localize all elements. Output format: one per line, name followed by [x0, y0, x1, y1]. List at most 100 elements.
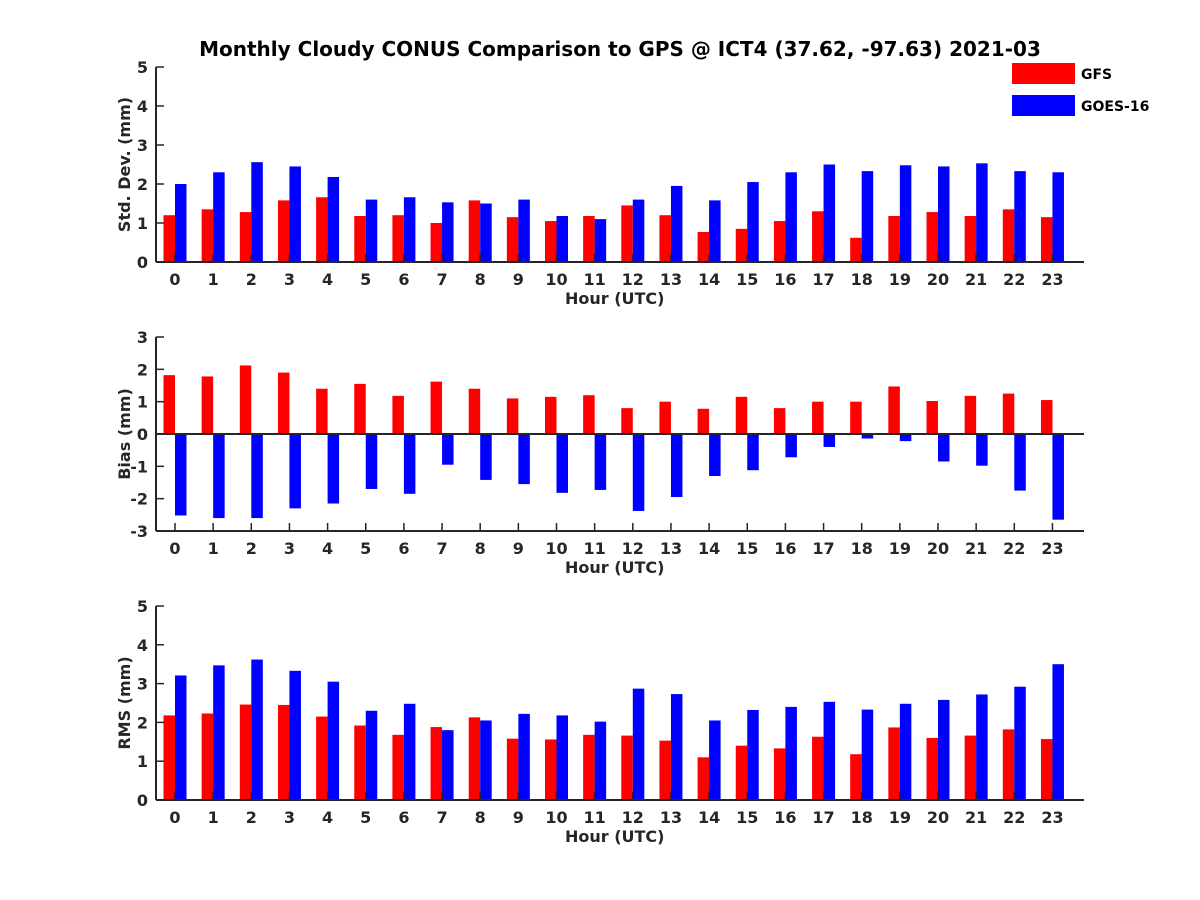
bias-y-tick-label: -3 [130, 522, 148, 541]
bias-bar-gfs-11 [583, 395, 595, 434]
bias-bar-goes16-6 [403, 434, 416, 494]
rms-x-tick-label: 20 [927, 808, 949, 827]
bias-x-tick-label: 17 [812, 539, 834, 558]
bias-x-tick-label: 21 [965, 539, 987, 558]
rms-bar-goes16-5 [365, 710, 378, 800]
bias-bar-goes16-9 [518, 434, 530, 485]
std-dev-bar-gfs-7 [430, 223, 443, 262]
rms-x-tick-label: 5 [360, 808, 371, 827]
bias-x-tick-label: 6 [398, 539, 409, 558]
std-dev-x-tick-label: 5 [360, 270, 371, 289]
chart-title: Monthly Cloudy CONUS Comparison to GPS @… [199, 37, 1041, 61]
rms-bar-goes16-3 [289, 670, 301, 800]
bias-x-tick-label: 9 [513, 539, 524, 558]
bias-bar-gfs-2 [239, 365, 252, 434]
std-dev-bar-goes16-11 [594, 219, 607, 262]
bias-x-tick-label: 4 [322, 539, 333, 558]
std-dev-x-tick-label: 21 [965, 270, 987, 289]
rms-x-tick-label: 12 [622, 808, 644, 827]
rms-bar-gfs-20 [926, 737, 938, 800]
bias-x-tick-label: 15 [736, 539, 758, 558]
rms-bar-goes16-17 [823, 701, 836, 800]
std-dev-bar-gfs-20 [926, 212, 938, 262]
bias-x-tick-label: 5 [360, 539, 371, 558]
rms-x-tick-label: 23 [1041, 808, 1063, 827]
bias-x-tick-label: 3 [284, 539, 295, 558]
std-dev-x-tick-label: 16 [774, 270, 796, 289]
std-dev-bar-goes16-1 [213, 172, 225, 262]
rms-bar-gfs-11 [583, 734, 595, 800]
rms-bar-goes16-13 [670, 694, 683, 800]
rms-bar-gfs-9 [506, 738, 519, 800]
std-dev-bar-gfs-2 [239, 212, 252, 262]
rms-x-tick-label: 9 [513, 808, 524, 827]
bias-bar-goes16-22 [1014, 434, 1026, 491]
bias-bar-gfs-10 [545, 396, 557, 434]
std-dev-x-tick-label: 11 [584, 270, 606, 289]
bias-bar-goes16-21 [976, 434, 988, 466]
std-dev-x-tick-label: 1 [208, 270, 219, 289]
std-dev-bar-goes16-14 [709, 200, 721, 262]
rms-x-tick-label: 17 [812, 808, 834, 827]
std-dev-x-tick-label: 20 [927, 270, 949, 289]
std-dev-bar-gfs-6 [392, 215, 404, 262]
rms-bar-goes16-10 [556, 715, 568, 800]
std-dev-bar-goes16-16 [785, 172, 797, 262]
std-dev-bar-goes16-13 [670, 185, 683, 262]
bias-bar-gfs-3 [277, 372, 290, 434]
bias-bar-goes16-5 [365, 434, 378, 489]
std-dev-bar-gfs-19 [888, 215, 900, 262]
bias-bar-goes16-10 [556, 434, 568, 493]
rms-bar-goes16-14 [709, 720, 721, 800]
bias-bar-gfs-14 [697, 408, 710, 434]
bias-y-axis-label: Bias (mm) [115, 388, 134, 480]
std-dev-x-axis-label: Hour (UTC) [565, 289, 665, 308]
bias-bar-goes16-17 [823, 434, 836, 447]
std-dev-bar-gfs-4 [316, 197, 328, 262]
bias-x-tick-label: 13 [660, 539, 682, 558]
rms-x-tick-label: 16 [774, 808, 796, 827]
rms-bar-goes16-0 [175, 675, 187, 800]
std-dev-bar-gfs-10 [545, 221, 557, 262]
rms-bar-gfs-2 [239, 704, 252, 800]
bias-x-tick-label: 23 [1041, 539, 1063, 558]
std-dev-y-tick-label: 0 [137, 253, 148, 272]
bias-bar-goes16-14 [709, 434, 721, 477]
rms-x-tick-label: 15 [736, 808, 758, 827]
rms-bar-goes16-4 [327, 681, 340, 800]
std-dev-x-tick-label: 4 [322, 270, 333, 289]
rms-bar-gfs-13 [659, 740, 671, 800]
bias-y-tick-label: -1 [130, 457, 148, 476]
bias-bar-gfs-18 [850, 401, 862, 434]
rms-bar-goes16-18 [861, 709, 874, 800]
bias-x-tick-label: 1 [208, 539, 219, 558]
std-dev-x-tick-label: 7 [436, 270, 447, 289]
bias-y-tick-label: 3 [137, 328, 148, 347]
bias-x-tick-label: 10 [545, 539, 567, 558]
bias-y-tick-label: -2 [130, 490, 148, 509]
rms-y-tick-label: 1 [137, 752, 148, 771]
std-dev-bar-goes16-5 [365, 199, 378, 262]
std-dev-bar-goes16-20 [938, 166, 950, 262]
std-dev-x-tick-label: 10 [545, 270, 567, 289]
rms-bar-goes16-21 [976, 694, 988, 800]
bias-bar-gfs-6 [392, 395, 404, 434]
std-dev-y-tick-label: 5 [137, 58, 148, 77]
bias-bar-goes16-12 [632, 434, 645, 511]
std-dev-x-tick-label: 14 [698, 270, 720, 289]
std-dev-x-tick-label: 8 [475, 270, 486, 289]
rms-bar-goes16-8 [480, 720, 492, 800]
rms-bar-gfs-22 [1002, 729, 1015, 800]
bias-bar-gfs-20 [926, 401, 938, 434]
std-dev-x-tick-label: 18 [851, 270, 873, 289]
std-dev-bar-gfs-18 [850, 237, 862, 262]
rms-x-tick-label: 1 [208, 808, 219, 827]
bias-bar-goes16-7 [442, 434, 454, 465]
bias-bar-goes16-11 [594, 434, 607, 490]
rms-bar-goes16-23 [1052, 664, 1064, 800]
std-dev-y-tick-label: 1 [137, 214, 148, 233]
rms-y-tick-label: 2 [137, 713, 148, 732]
rms-x-tick-label: 3 [284, 808, 295, 827]
rms-bar-goes16-1 [213, 665, 225, 800]
std-dev-x-tick-label: 22 [1003, 270, 1025, 289]
